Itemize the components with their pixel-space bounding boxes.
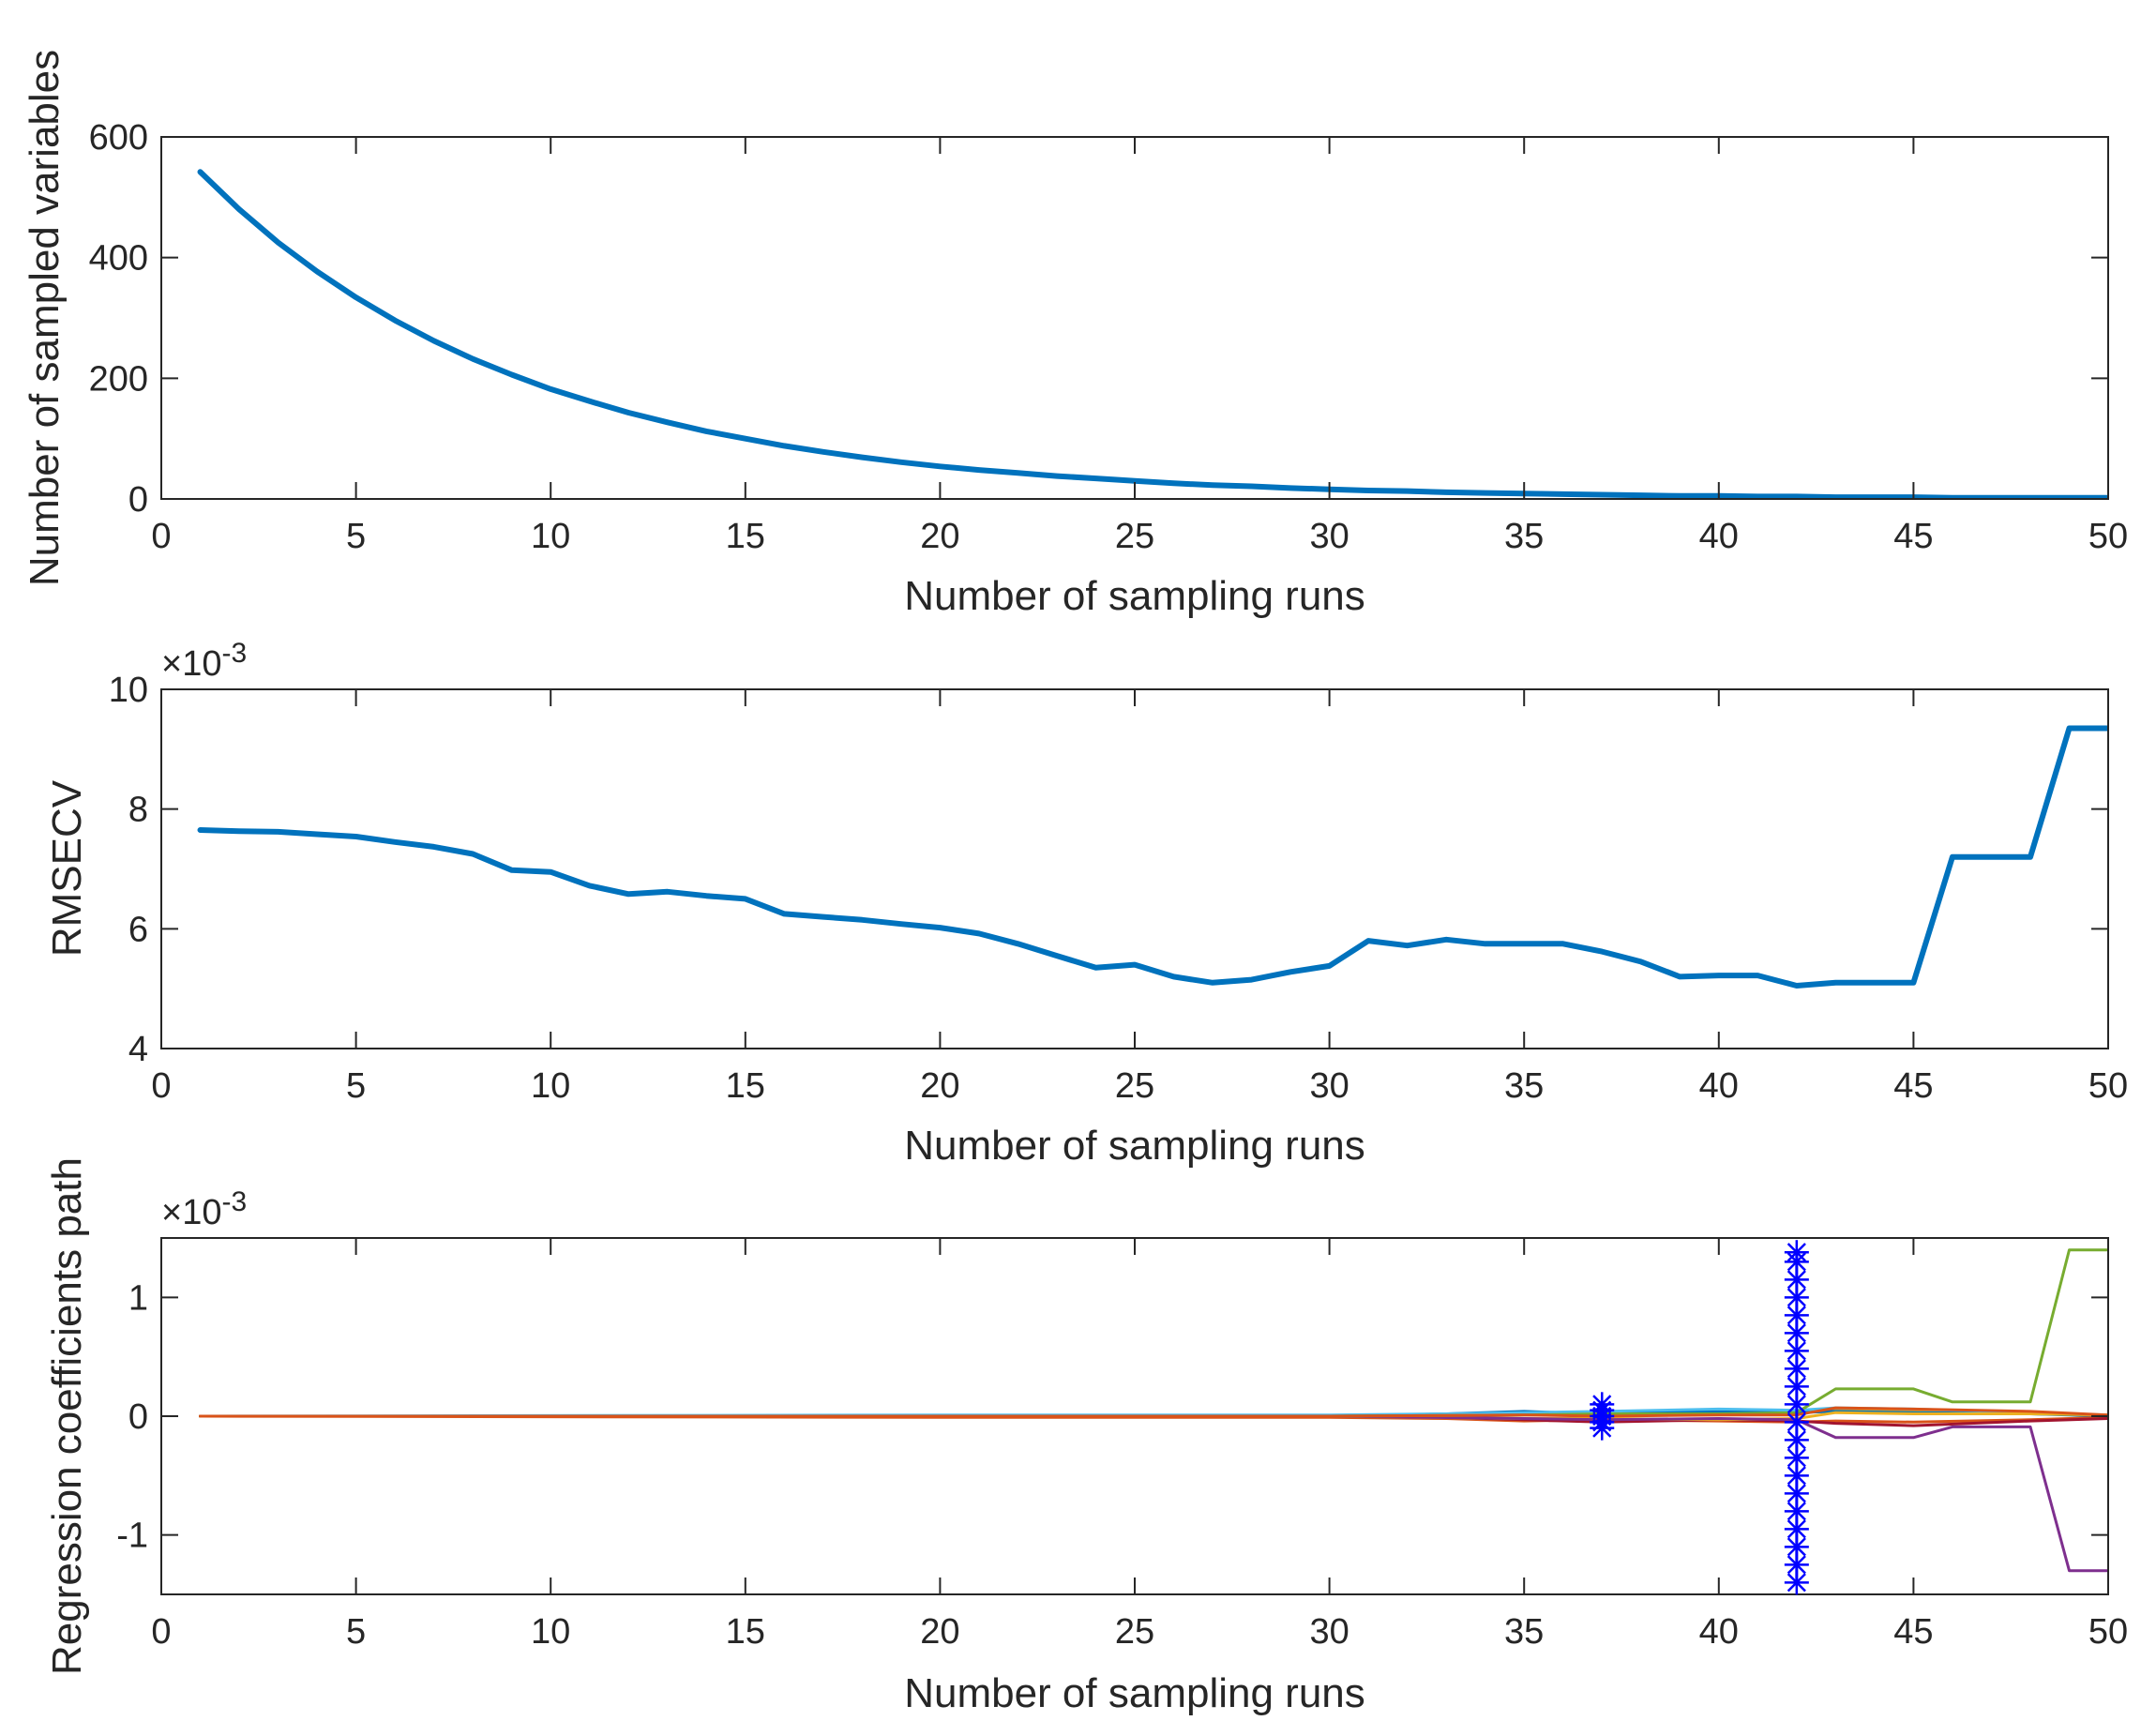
panel3-series-c9 [199, 1406, 2108, 1418]
panel3-ticks: 0 5 10 15 20 25 30 35 40 45 50 -1 0 1 [116, 1238, 2128, 1652]
asterisk-marker [1784, 1427, 1809, 1453]
panel3-ytick-label: 0 [128, 1397, 148, 1437]
panel2-xtick-label: 40 [1699, 1066, 1739, 1106]
panel1-xtick-label: 35 [1504, 517, 1544, 556]
asterisk-marker [1784, 1499, 1809, 1524]
panel2-xtick-label: 35 [1504, 1066, 1544, 1106]
panel1-ytick-label: 600 [89, 118, 148, 158]
panel2-x-axis-label: Number of sampling runs [904, 1123, 1365, 1169]
panel2-xtick-label: 25 [1115, 1066, 1154, 1106]
panel2-ytick-label: 8 [128, 791, 148, 830]
panel3-xtick-label: 5 [346, 1612, 366, 1652]
panel3-y-axis-label: Regression coefficients path [44, 1157, 90, 1675]
panel2-plot-area [197, 725, 2108, 989]
panel3-xtick-label: 25 [1115, 1612, 1154, 1652]
panel-regression-coefficients: 0 5 10 15 20 25 30 35 40 45 50 -1 0 1 ×10-3 Number of… [44, 1157, 2128, 1716]
panel1-series-sampled-variables [197, 169, 2108, 499]
panel3-xtick-label: 40 [1699, 1612, 1739, 1652]
panel1-plot-area [197, 169, 2108, 499]
panel1-xtick-label: 25 [1115, 517, 1154, 556]
panel2-ytick-label: 6 [128, 910, 148, 949]
panel3-xtick-label: 50 [2088, 1612, 2128, 1652]
panel2-xtick-label: 5 [346, 1066, 366, 1106]
panel1-xtick-label: 40 [1699, 517, 1739, 556]
panel1-xtick-label: 30 [1309, 517, 1349, 556]
panel1-ytick-label: 200 [89, 359, 148, 399]
panel3-ytick-label: -1 [116, 1517, 148, 1556]
panel1-xtick-label: 5 [346, 517, 366, 556]
asterisk-marker [1784, 1338, 1809, 1364]
panel2-series-rmsecv [197, 725, 2108, 989]
panel3-xtick-label: 35 [1504, 1612, 1544, 1652]
panel3-xtick-label: 10 [531, 1612, 570, 1652]
panel3-x-axis-label: Number of sampling runs [904, 1670, 1365, 1716]
panel1-xtick-label: 0 [151, 517, 171, 556]
exponent-superscript: -3 [221, 1186, 247, 1217]
panel1-x-axis-label: Number of sampling runs [904, 573, 1365, 619]
panel2-xtick-label: 15 [726, 1066, 765, 1106]
panel2-exponent-text: ×10 [161, 644, 221, 684]
panel1-y-axis-label: Number of sampled variables [22, 50, 68, 586]
panel1-ticks: 0 5 10 15 20 25 30 35 40 45 50 0 200 400 600 [89, 118, 2129, 556]
panel3-exponent-text: ×10 [161, 1193, 221, 1232]
asterisk-marker [1784, 1240, 1809, 1265]
asterisk-marker [1784, 1356, 1809, 1381]
panel1-xtick-label: 45 [1893, 517, 1933, 556]
panel3-xtick-label: 0 [151, 1612, 171, 1652]
panel1-ytick-label: 400 [89, 239, 148, 279]
panel-rmsecv: 0 5 10 15 20 25 30 35 40 45 50 4 6 8 10 ×10-3 Number o… [44, 638, 2128, 1169]
panel2-xtick-label: 20 [920, 1066, 959, 1106]
panel3-ytick-label: 1 [128, 1278, 148, 1318]
panel2-xtick-label: 10 [531, 1066, 570, 1106]
panel2-xtick-label: 0 [151, 1066, 171, 1106]
panel2-y-axis-label: RMSECV [44, 779, 90, 957]
panel1-xtick-label: 50 [2088, 517, 2128, 556]
panel3-xtick-label: 30 [1309, 1612, 1349, 1652]
panel2-xtick-label: 30 [1309, 1066, 1349, 1106]
asterisk-marker [1784, 1534, 1809, 1560]
panel-sampled-variables: 0 5 10 15 20 25 30 35 40 45 50 0 200 400 600 Number of… [22, 50, 2128, 619]
asterisk-marker [1590, 1392, 1615, 1417]
asterisk-marker [1784, 1463, 1809, 1488]
panel2-ytick-label: 10 [109, 671, 148, 710]
panel2-ticks: 0 5 10 15 20 25 30 35 40 45 50 4 6 8 10 [109, 671, 2128, 1106]
panel1-xtick-label: 15 [726, 517, 765, 556]
panel3-marker-column-0 [1590, 1392, 1615, 1441]
panel2-exponent-label: ×10-3 [161, 638, 247, 684]
panel2-ytick-label: 4 [128, 1030, 148, 1069]
panel1-xtick-label: 10 [531, 517, 570, 556]
panel1-xtick-label: 20 [920, 517, 959, 556]
panel3-xtick-label: 15 [726, 1612, 765, 1652]
panel3-xtick-label: 45 [1893, 1612, 1933, 1652]
panel2-xtick-label: 45 [1893, 1066, 1933, 1106]
panel1-ytick-label: 0 [128, 480, 148, 520]
asterisk-marker [1784, 1267, 1809, 1292]
panel3-marker-column-1 [1784, 1240, 1809, 1595]
exponent-superscript: -3 [221, 638, 247, 669]
panel2-xtick-label: 50 [2088, 1066, 2128, 1106]
panel3-xtick-label: 20 [920, 1612, 959, 1652]
panel3-exponent-label: ×10-3 [161, 1186, 247, 1232]
asterisk-marker [1784, 1303, 1809, 1328]
